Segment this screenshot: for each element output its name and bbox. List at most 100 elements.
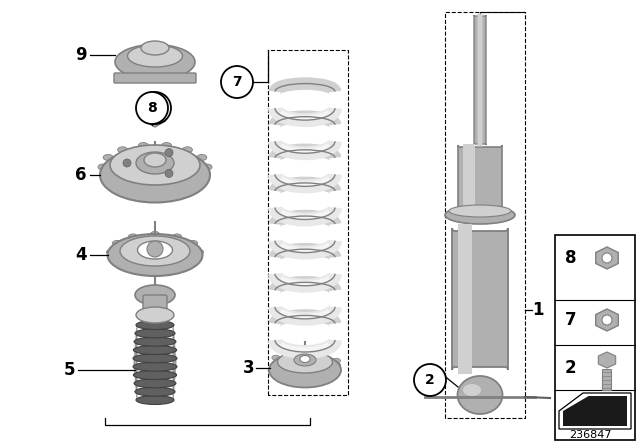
- FancyBboxPatch shape: [463, 143, 475, 212]
- Ellipse shape: [189, 241, 198, 246]
- Ellipse shape: [134, 337, 176, 346]
- Polygon shape: [559, 393, 631, 429]
- Ellipse shape: [133, 345, 177, 354]
- Polygon shape: [596, 247, 618, 269]
- Text: 8: 8: [150, 101, 160, 115]
- Ellipse shape: [100, 147, 210, 202]
- Ellipse shape: [317, 349, 326, 354]
- Text: 2: 2: [565, 359, 577, 377]
- Text: 5: 5: [63, 361, 75, 379]
- Circle shape: [139, 92, 171, 124]
- Ellipse shape: [161, 185, 172, 191]
- Ellipse shape: [129, 234, 138, 239]
- Ellipse shape: [136, 320, 174, 329]
- Ellipse shape: [195, 250, 204, 254]
- Ellipse shape: [135, 285, 175, 305]
- Ellipse shape: [138, 185, 148, 191]
- Ellipse shape: [202, 164, 212, 170]
- Text: 4: 4: [76, 246, 87, 264]
- Ellipse shape: [106, 250, 115, 254]
- Ellipse shape: [144, 153, 166, 167]
- Ellipse shape: [136, 396, 174, 405]
- FancyBboxPatch shape: [474, 15, 486, 145]
- FancyBboxPatch shape: [602, 370, 611, 391]
- FancyBboxPatch shape: [458, 223, 472, 375]
- Ellipse shape: [173, 234, 182, 239]
- Text: 7: 7: [232, 75, 242, 89]
- Ellipse shape: [182, 147, 193, 153]
- Ellipse shape: [110, 145, 200, 185]
- Ellipse shape: [272, 355, 280, 360]
- Ellipse shape: [182, 181, 193, 187]
- Ellipse shape: [127, 45, 182, 67]
- Ellipse shape: [463, 384, 481, 396]
- Text: 2: 2: [425, 373, 435, 387]
- Circle shape: [136, 92, 168, 124]
- Ellipse shape: [134, 379, 176, 388]
- Text: 236847: 236847: [569, 430, 611, 440]
- Polygon shape: [598, 352, 616, 368]
- Circle shape: [165, 149, 173, 157]
- Ellipse shape: [333, 358, 340, 363]
- Ellipse shape: [113, 241, 122, 246]
- Ellipse shape: [269, 353, 341, 388]
- Polygon shape: [145, 103, 165, 127]
- Ellipse shape: [133, 354, 177, 363]
- Ellipse shape: [317, 371, 326, 377]
- Ellipse shape: [138, 241, 173, 259]
- Ellipse shape: [161, 142, 172, 149]
- Ellipse shape: [115, 44, 195, 79]
- Circle shape: [602, 253, 612, 263]
- Text: 3: 3: [243, 359, 254, 377]
- Circle shape: [123, 159, 131, 167]
- Circle shape: [414, 364, 446, 396]
- FancyBboxPatch shape: [114, 73, 196, 83]
- Circle shape: [147, 241, 163, 257]
- Bar: [555, 235, 635, 440]
- Ellipse shape: [197, 173, 207, 180]
- Ellipse shape: [129, 265, 138, 270]
- Ellipse shape: [150, 267, 159, 272]
- Polygon shape: [596, 309, 618, 331]
- Ellipse shape: [292, 373, 300, 378]
- Ellipse shape: [118, 147, 127, 153]
- Ellipse shape: [278, 351, 333, 373]
- Ellipse shape: [449, 205, 511, 217]
- Ellipse shape: [98, 164, 108, 170]
- Ellipse shape: [294, 354, 316, 366]
- Ellipse shape: [113, 258, 122, 263]
- Text: 9: 9: [76, 46, 87, 64]
- Ellipse shape: [135, 387, 175, 396]
- Circle shape: [602, 315, 612, 325]
- Ellipse shape: [120, 236, 190, 266]
- Ellipse shape: [445, 206, 515, 224]
- Ellipse shape: [133, 370, 177, 379]
- Ellipse shape: [135, 329, 175, 338]
- Circle shape: [165, 169, 173, 177]
- Text: 8: 8: [147, 101, 157, 115]
- Text: 8: 8: [565, 249, 577, 267]
- Ellipse shape: [150, 232, 159, 237]
- Ellipse shape: [136, 152, 174, 174]
- Text: 6: 6: [76, 166, 87, 184]
- Text: 1: 1: [532, 301, 543, 319]
- Ellipse shape: [173, 265, 182, 270]
- Polygon shape: [134, 325, 137, 400]
- Circle shape: [221, 66, 253, 98]
- Ellipse shape: [272, 366, 280, 371]
- Ellipse shape: [458, 376, 502, 414]
- Ellipse shape: [133, 362, 177, 371]
- Polygon shape: [563, 396, 627, 426]
- Ellipse shape: [141, 41, 169, 55]
- FancyBboxPatch shape: [143, 295, 167, 317]
- Ellipse shape: [197, 155, 207, 160]
- FancyBboxPatch shape: [452, 228, 508, 370]
- Ellipse shape: [189, 258, 198, 263]
- Ellipse shape: [136, 307, 174, 323]
- Ellipse shape: [103, 173, 113, 180]
- Ellipse shape: [300, 356, 310, 362]
- FancyBboxPatch shape: [458, 145, 502, 210]
- FancyBboxPatch shape: [477, 13, 483, 147]
- Ellipse shape: [103, 155, 113, 160]
- Polygon shape: [173, 325, 176, 400]
